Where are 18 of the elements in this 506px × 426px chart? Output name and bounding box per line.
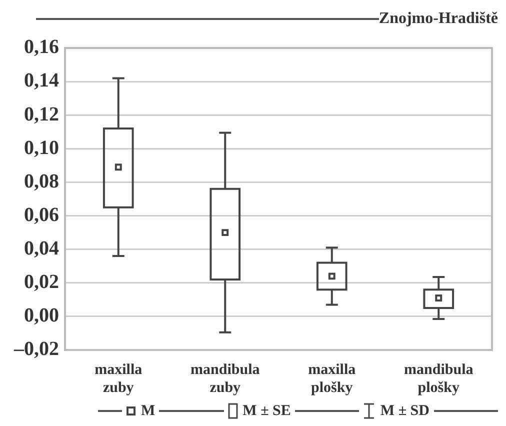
y-tick-label: 0,02 bbox=[24, 271, 59, 294]
x-tick-label: maxilla zuby bbox=[94, 362, 143, 396]
y-tick-label: –0,02 bbox=[13, 338, 59, 360]
y-tick-label: 0,04 bbox=[24, 238, 59, 260]
chart-title: Znojmo-Hradiště bbox=[378, 10, 498, 28]
text: M ± SE bbox=[242, 402, 291, 420]
x-tick-label: mandibula plošky bbox=[404, 362, 474, 396]
y-tick-label: 0,00 bbox=[24, 304, 59, 327]
y-tick-label: 0,06 bbox=[24, 204, 59, 226]
y-tick-label: 0,10 bbox=[24, 136, 59, 159]
y-tick-label: 0,12 bbox=[24, 103, 59, 126]
x-tick-label: maxilla plošky bbox=[308, 362, 356, 396]
text: M ± SD bbox=[380, 402, 430, 420]
y-tick-label: 0,16 bbox=[24, 36, 59, 58]
text: M bbox=[141, 402, 156, 420]
y-tick-label: 0,14 bbox=[24, 70, 59, 92]
x-tick-label: mandibula zuby bbox=[190, 362, 260, 396]
y-tick-label: 0,08 bbox=[24, 170, 59, 192]
